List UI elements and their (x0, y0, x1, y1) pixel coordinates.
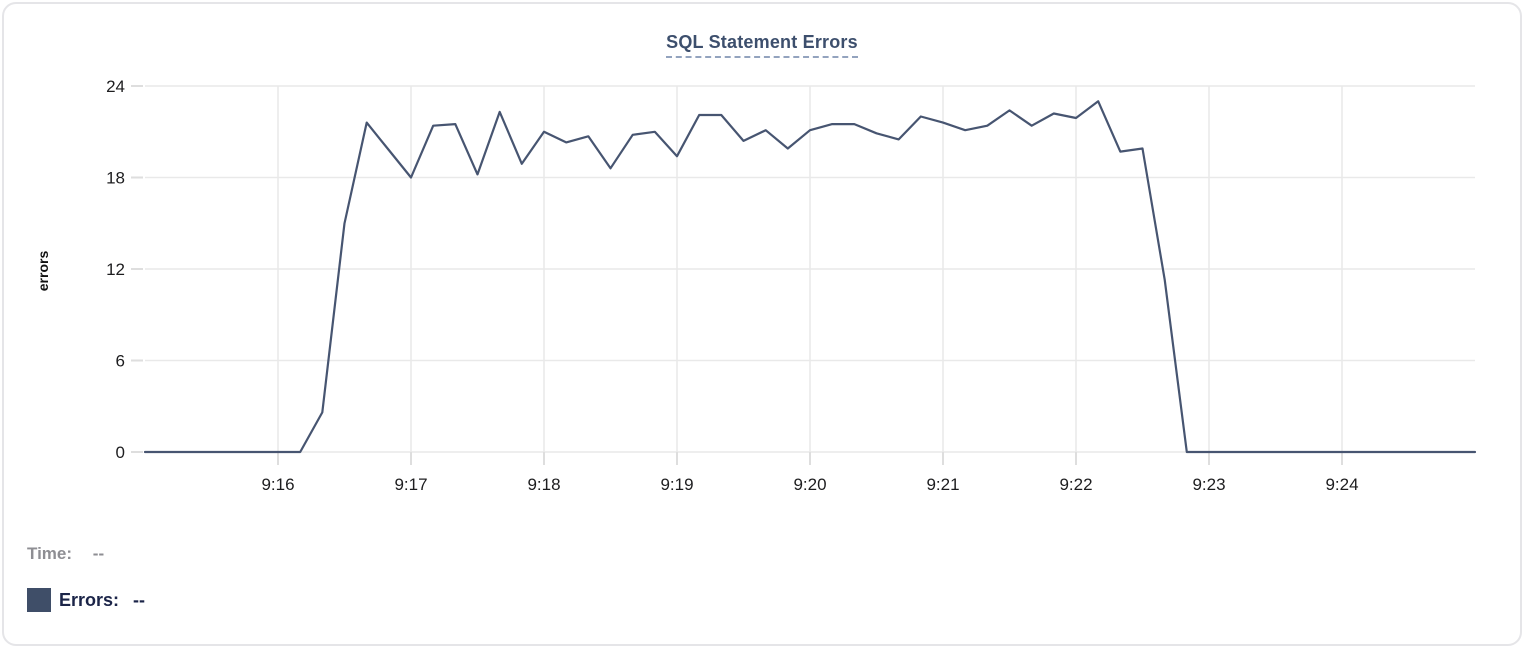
chart-title[interactable]: SQL Statement Errors (666, 32, 858, 58)
legend-errors-row[interactable]: Errors: -- (27, 588, 145, 612)
hover-readout-time: Time: -- (27, 544, 104, 564)
sql-errors-line-chart[interactable]: 0 6 12 18 24 9:16 9:17 9:18 9:19 9:20 9:21 9:22 9:23… (4, 4, 1524, 514)
chart-header: SQL Statement Errors (4, 32, 1520, 58)
time-label: Time: (27, 544, 73, 563)
y-tick-label: 18 (106, 169, 125, 188)
x-tick-label: 9:16 (261, 475, 294, 494)
x-tick-label: 9:22 (1059, 475, 1092, 494)
time-value: -- (92, 544, 105, 563)
errors-series-swatch-icon (27, 588, 51, 612)
y-tick-label: 12 (106, 260, 125, 279)
x-tick-label: 9:19 (660, 475, 693, 494)
y-tick-label: 0 (116, 443, 125, 462)
x-tick-label: 9:23 (1192, 475, 1225, 494)
errors-value: -- (133, 589, 146, 610)
errors-label: Errors: (59, 589, 120, 610)
x-tick-label: 9:21 (926, 475, 959, 494)
y-tick-label: 6 (116, 352, 125, 371)
errors-series-line (143, 100, 1477, 454)
x-tick-label: 9:24 (1325, 475, 1358, 494)
y-axis-title: errors (35, 251, 51, 292)
y-tick-label: 24 (106, 77, 125, 96)
x-tick-label: 9:17 (394, 475, 427, 494)
x-tick-label: 9:20 (793, 475, 826, 494)
x-tick-label: 9:18 (527, 475, 560, 494)
